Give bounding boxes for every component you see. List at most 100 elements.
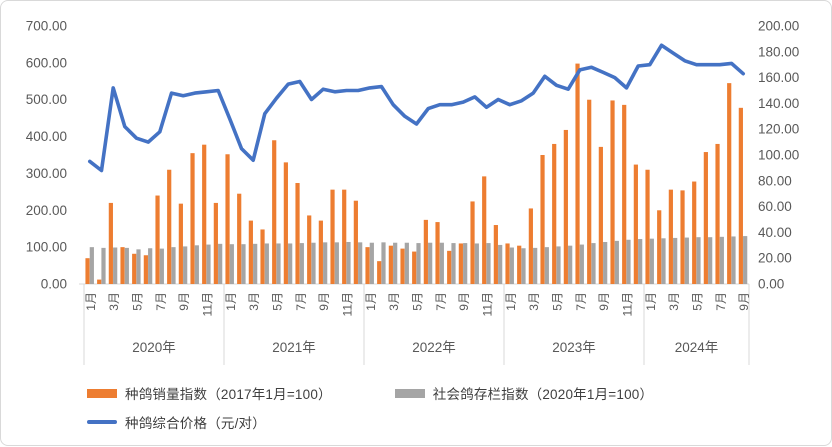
month-axis-label: 1月 xyxy=(644,292,658,311)
stock-index-bar xyxy=(334,242,339,284)
stock-index-bar xyxy=(544,247,549,284)
month-axis-label: 5月 xyxy=(411,292,425,311)
stock-series-swatch xyxy=(394,388,425,398)
stock-index-bar xyxy=(649,238,654,284)
month-axis-label: 11月 xyxy=(341,292,355,316)
left-axis-tick-label: 700.00 xyxy=(26,19,67,34)
month-axis-label: 9月 xyxy=(457,292,471,311)
stock-index-bar xyxy=(614,240,619,284)
stock-index-bar xyxy=(241,244,246,284)
month-axis-label: 7月 xyxy=(714,292,728,311)
stock-index-bar xyxy=(381,242,386,284)
left-axis-tick-label: 0.00 xyxy=(41,277,67,292)
year-axis-label: 2022年 xyxy=(412,340,456,355)
stock-index-bar xyxy=(626,239,631,284)
stock-index-bar xyxy=(743,236,748,284)
stock-index-bar xyxy=(673,237,678,284)
sales-index-bar xyxy=(108,202,113,284)
stock-index-bar xyxy=(451,243,456,284)
stock-index-bar xyxy=(276,243,281,284)
right-axis-tick-label: 140.00 xyxy=(758,96,799,111)
sales-index-bar xyxy=(657,210,662,284)
sales-index-bar xyxy=(447,250,452,284)
sales-index-bar xyxy=(225,154,230,284)
sales-index-bar xyxy=(330,189,335,284)
stock-index-bar xyxy=(568,245,573,284)
left-axis-tick-label: 400.00 xyxy=(26,129,67,144)
stock-index-bar xyxy=(299,243,304,284)
sales-index-bar xyxy=(120,247,125,284)
month-axis-label: 5月 xyxy=(271,292,285,311)
sales-index-bar xyxy=(668,189,673,284)
month-axis-label: 11月 xyxy=(621,292,635,316)
right-axis-tick-label: 100.00 xyxy=(758,148,799,163)
stock-index-bar xyxy=(218,243,223,284)
stock-index-bar xyxy=(474,243,479,284)
price-series-swatch xyxy=(87,420,117,424)
sales-index-bar xyxy=(540,155,545,284)
legend-item-price: 种鸽综合价格（元/对） xyxy=(87,412,266,432)
sales-index-bar xyxy=(703,152,708,284)
left-axis-tick-label: 200.00 xyxy=(26,203,67,218)
sales-index-bar xyxy=(342,189,347,284)
month-axis-label: 7月 xyxy=(154,292,168,311)
right-axis-tick-label: 200.00 xyxy=(758,19,799,34)
sales-index-bar xyxy=(692,181,697,284)
month-axis-label: 1月 xyxy=(84,292,98,311)
sales-index-bar xyxy=(132,253,137,284)
month-axis-label: 3月 xyxy=(107,292,121,311)
legend-label-sales-index: 种鸽销量指数（2017年1月=100） xyxy=(125,387,332,402)
sales-index-bar xyxy=(143,255,148,284)
year-axis-label: 2024年 xyxy=(675,340,719,355)
sales-index-bar xyxy=(645,169,650,284)
stock-index-bar xyxy=(194,245,199,284)
stock-index-bar xyxy=(638,239,643,284)
left-axis-tick-label: 500.00 xyxy=(26,92,67,107)
stock-index-bar xyxy=(428,242,433,284)
sales-index-bar xyxy=(272,140,277,284)
left-axis-tick-label: 100.00 xyxy=(26,240,67,255)
legend-label-price: 种鸽综合价格（元/对） xyxy=(125,416,266,431)
stock-index-bar xyxy=(696,237,701,284)
stock-index-bar xyxy=(603,241,608,284)
right-axis-tick-label: 80.00 xyxy=(758,173,792,188)
right-axis-tick-label: 40.00 xyxy=(758,225,792,240)
sales-index-bar xyxy=(400,248,405,284)
year-axis-label: 2020年 xyxy=(132,340,176,355)
stock-index-bar xyxy=(206,244,211,284)
stock-index-bar xyxy=(463,243,468,284)
right-axis-tick-label: 0.00 xyxy=(758,277,784,292)
month-axis-label: 5月 xyxy=(691,292,705,311)
sales-index-bar xyxy=(178,203,183,284)
sales-series-swatch xyxy=(87,388,117,398)
legend-row-1: 种鸽销量指数（2017年1月=100） 社会鸽存栏指数（2020年1月=100） xyxy=(87,383,653,403)
stock-index-bar xyxy=(346,241,351,284)
sales-index-bar xyxy=(295,183,300,284)
sales-index-bar xyxy=(97,279,102,284)
sales-index-bar xyxy=(563,129,568,284)
stock-index-bar xyxy=(171,247,176,284)
right-axis-tick-label: 120.00 xyxy=(758,122,799,137)
sales-index-bar xyxy=(388,245,393,284)
sales-index-bar xyxy=(633,164,638,284)
sales-index-bar xyxy=(155,195,160,284)
legend-row-2: 种鸽综合价格（元/对） xyxy=(87,412,266,432)
month-axis-label: 7月 xyxy=(434,292,448,311)
month-axis-label: 7月 xyxy=(294,292,308,311)
stock-index-bar xyxy=(708,237,713,284)
sales-index-bar xyxy=(85,258,90,284)
sales-index-bar xyxy=(505,243,510,284)
stock-index-bar xyxy=(264,243,269,284)
sales-index-bar xyxy=(528,208,533,284)
stock-index-bar xyxy=(498,244,503,284)
stock-index-bar xyxy=(89,247,94,284)
stock-index-bar xyxy=(288,243,293,284)
left-axis-tick-label: 300.00 xyxy=(26,166,67,181)
sales-index-bar xyxy=(318,220,323,284)
legend-label-stock-index: 社会鸽存栏指数（2020年1月=100） xyxy=(432,387,654,402)
stock-index-bar xyxy=(358,242,363,284)
month-axis-label: 7月 xyxy=(574,292,588,311)
stock-index-bar xyxy=(101,247,106,284)
stock-index-bar xyxy=(183,246,188,284)
